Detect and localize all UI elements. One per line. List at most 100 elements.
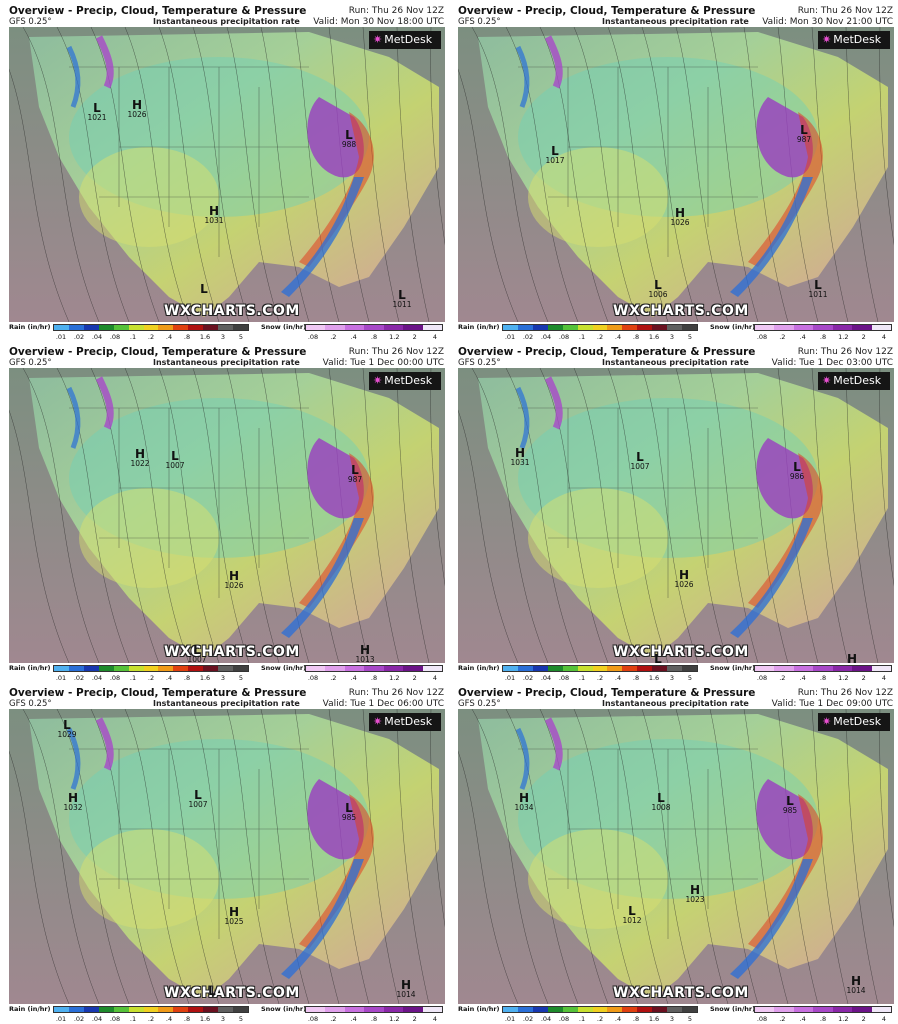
snow-tick-label: 2 [861, 674, 866, 682]
forecast-panel: Overview - Precip, Cloud, Temperature & … [452, 344, 897, 682]
rain-tick-label: .8 [632, 333, 640, 341]
rain-color-swatch [532, 1007, 548, 1012]
rain-tick-label: .08 [558, 333, 570, 341]
rain-color-swatch [652, 1007, 668, 1012]
run-label: Run: Thu 26 Nov 12Z [348, 6, 444, 16]
watermark: WXCHARTS.COM [164, 644, 300, 660]
pressure-value: 1012 [622, 916, 642, 925]
snow-tick-label: 2 [861, 333, 866, 341]
rain-tick-label: .01 [504, 333, 516, 341]
snow-color-swatch [422, 666, 442, 671]
metdesk-logo: ✷ MetDesk [818, 372, 890, 390]
snow-color-swatch [364, 325, 384, 330]
panel-subtitle: Instantaneous precipitation rate [602, 358, 749, 367]
snow-color-swatch [774, 666, 794, 671]
run-label: Run: Thu 26 Nov 12Z [348, 688, 444, 698]
panel-subtitle: Instantaneous precipitation rate [153, 358, 300, 367]
forecast-panel: Overview - Precip, Cloud, Temperature & … [3, 344, 448, 682]
rain-tick-label: .1 [578, 1015, 586, 1023]
snow-tick-label: 4 [432, 333, 438, 341]
rain-tick-label: 1.6 [648, 1015, 660, 1023]
snow-color-swatch [383, 325, 404, 330]
rain-color-swatch [577, 325, 593, 330]
snow-tick-label: .08 [756, 1015, 768, 1023]
snow-tick-label: 4 [881, 1015, 887, 1023]
rain-color-swatch [652, 666, 668, 671]
rain-color-swatch [547, 325, 563, 330]
watermark: WXCHARTS.COM [613, 644, 749, 660]
rain-tick-label: 1.6 [648, 674, 660, 682]
rain-color-swatch [637, 325, 653, 330]
snow-color-swatch [793, 666, 814, 671]
pressure-symbol: L [793, 460, 801, 474]
pressure-center: H 1013 [355, 644, 374, 663]
pressure-center: H 1026 [674, 569, 693, 589]
pressure-value: 1022 [130, 459, 150, 468]
pressure-center: H 1014 [396, 979, 415, 999]
pressure-value: 1017 [545, 156, 565, 165]
rain-color-swatch [203, 1007, 219, 1012]
rain-color-swatch [503, 1007, 518, 1012]
snow-tick-label: .8 [370, 1015, 378, 1023]
rain-tick-label: .04 [91, 674, 103, 682]
panel-subtitle: Instantaneous precipitation rate [602, 17, 749, 26]
pressure-center: L 1006 [648, 279, 667, 299]
pressure-symbol: L [194, 788, 202, 802]
rain-tick-label: 5 [687, 333, 693, 341]
snow-color-swatch [755, 1007, 775, 1012]
rain-tick-label: .8 [183, 674, 191, 682]
snow-color-swatch [383, 666, 404, 671]
pressure-value: 1026 [670, 218, 690, 227]
snow-color-swatch [793, 325, 814, 330]
pressure-center: L 1011 [392, 289, 411, 309]
snow-tick-label: 1.2 [389, 674, 400, 682]
precip-legend: Rain (in/hr) .01 .02 .04 .08 .1 .2 .4 .8 1.6 3 5 Sno… [9, 664, 445, 682]
rain-tick-label: .8 [632, 674, 640, 682]
snow-tick-label: .08 [307, 333, 319, 341]
panel-title: Overview - Precip, Cloud, Temperature & … [458, 346, 756, 358]
pressure-symbol: L [654, 278, 662, 292]
pressure-symbol: H [400, 978, 412, 992]
rain-tick-label: 3 [220, 674, 226, 682]
snow-legend-label: Snow (in/hr) [261, 664, 307, 672]
pressure-center: L 987 [797, 124, 811, 144]
snow-tick-label: 2 [861, 1015, 866, 1023]
forecast-panel: Overview - Precip, Cloud, Temperature & … [3, 3, 448, 341]
snow-tick-label: .4 [799, 674, 806, 682]
snow-tick-label: .4 [799, 333, 806, 341]
rain-color-swatch [592, 666, 608, 671]
snow-tick-label: .08 [307, 674, 319, 682]
pressure-center: L 985 [342, 802, 356, 822]
snow-color-swatch [852, 666, 872, 671]
pressure-symbol: H [514, 446, 526, 460]
rain-tick-label: .01 [504, 674, 516, 682]
pressure-value: 985 [782, 806, 798, 815]
metdesk-star-icon: ✷ [822, 715, 832, 728]
panel-title: Overview - Precip, Cloud, Temperature & … [458, 687, 756, 699]
pressure-center: L [654, 653, 662, 663]
rain-color-swatch [218, 1007, 234, 1012]
rain-color-swatch [233, 1007, 248, 1012]
snow-ticks: .08 .2 .4 .8 1.2 2 4 [754, 1015, 892, 1023]
rain-color-swatch [517, 325, 533, 330]
metdesk-logo: ✷ MetDesk [369, 713, 441, 731]
model-label: GFS 0.25° [9, 358, 52, 368]
metdesk-logo: ✷ MetDesk [369, 31, 441, 49]
watermark: WXCHARTS.COM [164, 985, 300, 1001]
rain-tick-label: .08 [109, 1015, 121, 1023]
metdesk-logo: ✷ MetDesk [369, 372, 441, 390]
snow-colorbar [305, 665, 443, 672]
snow-color-swatch [813, 1007, 833, 1012]
snow-color-swatch [852, 325, 872, 330]
rain-color-swatch [592, 1007, 608, 1012]
pressure-value: 1007 [165, 461, 185, 470]
pressure-center: L 1007 [630, 451, 649, 471]
rain-color-swatch [218, 666, 234, 671]
rain-ticks: .01 .02 .04 .08 .1 .2 .4 .8 1.6 3 5 [53, 333, 249, 341]
snow-tick-label: 2 [412, 333, 417, 341]
pressure-value: 987 [347, 475, 363, 484]
rain-tick-label: .04 [91, 333, 103, 341]
snow-tick-label: .4 [350, 333, 357, 341]
snow-colorbar [754, 324, 892, 331]
snow-ticks: .08 .2 .4 .8 1.2 2 4 [754, 333, 892, 341]
